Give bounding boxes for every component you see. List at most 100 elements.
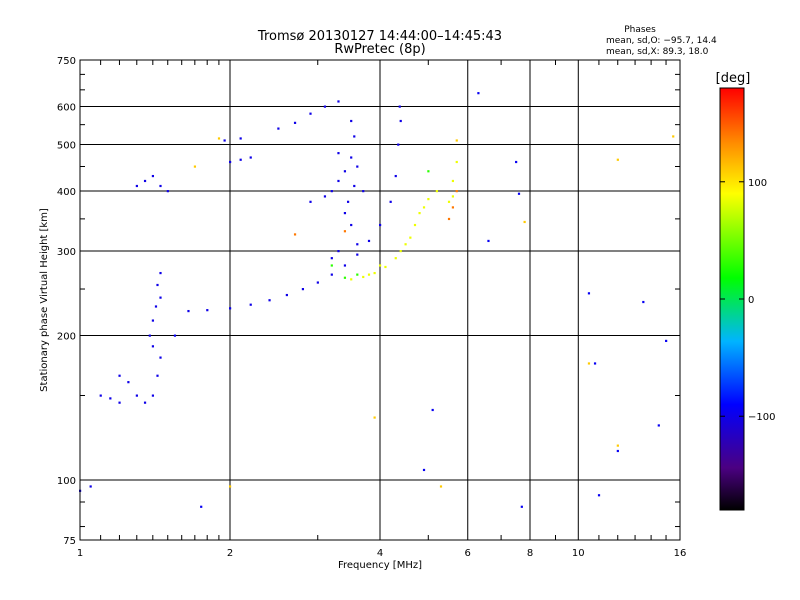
data-point (356, 165, 359, 168)
y-tick-label: 75 (63, 536, 76, 547)
data-point (159, 296, 162, 299)
data-point (597, 494, 601, 497)
data-point (187, 309, 190, 313)
data-point (293, 121, 297, 124)
data-point (143, 401, 147, 404)
y-tick-label: 500 (57, 141, 76, 152)
data-point (277, 127, 280, 130)
data-point (343, 264, 347, 267)
data-point (143, 179, 147, 183)
data-point (642, 300, 645, 304)
data-point (587, 362, 591, 365)
data-point (418, 212, 421, 215)
data-point (520, 505, 523, 508)
data-point (367, 273, 371, 276)
x-tick-label: 2 (227, 548, 233, 559)
data-point (427, 198, 430, 201)
data-point (353, 184, 356, 188)
data-point (229, 307, 232, 310)
data-point (343, 276, 347, 279)
data-point (309, 112, 312, 115)
data-point (154, 305, 158, 308)
data-point (99, 394, 102, 397)
data-point (206, 309, 209, 312)
data-point (379, 264, 382, 267)
data-point (151, 394, 155, 397)
data-point (239, 137, 242, 140)
data-point (657, 424, 660, 427)
data-point (399, 119, 402, 123)
data-points (79, 92, 675, 508)
x-tick-label: 16 (674, 548, 687, 559)
data-point (350, 223, 353, 227)
colorbar-ticks: 100 0 −100 (720, 178, 775, 423)
data-point (384, 265, 387, 269)
data-point (356, 243, 359, 246)
x-tick-label: 8 (527, 548, 533, 559)
data-point (301, 288, 305, 291)
data-point (337, 100, 340, 103)
data-point (455, 139, 458, 142)
data-point (427, 170, 430, 173)
data-point (346, 200, 350, 203)
data-point (337, 250, 340, 253)
data-point (422, 468, 426, 472)
data-point (330, 264, 333, 267)
axis-ticks: 1 2 4 6 8 10 16 75 100 200 300 400 500 600 750 (57, 56, 686, 559)
data-point (422, 206, 426, 209)
y-tick-label: 750 (57, 56, 76, 67)
data-point (523, 220, 526, 224)
data-point (309, 200, 312, 203)
data-point (337, 179, 340, 183)
data-point (353, 135, 356, 138)
data-point (323, 195, 327, 198)
data-point (285, 293, 288, 297)
data-point (249, 156, 252, 159)
data-point (404, 243, 407, 246)
data-point (200, 505, 203, 508)
colorbar-label: [deg] (716, 71, 751, 86)
data-point (316, 281, 319, 284)
data-point (616, 444, 619, 447)
data-point (455, 160, 458, 164)
data-point (350, 278, 353, 281)
data-point (394, 174, 397, 178)
data-point (239, 158, 242, 161)
data-point (439, 485, 443, 488)
data-point (399, 250, 402, 253)
data-point (362, 190, 365, 193)
data-point (373, 271, 376, 275)
data-point (229, 485, 232, 488)
data-point (343, 230, 347, 233)
y-tick-label: 200 (57, 332, 76, 343)
data-point (394, 257, 397, 260)
plot-frame (79, 59, 681, 541)
data-point (118, 401, 121, 404)
data-point (367, 239, 371, 243)
stats-heading: Phases (624, 25, 656, 35)
stats-o: mean, sd,O: −95.7, 14.4 (606, 36, 717, 46)
data-point (330, 273, 333, 276)
grid-lines (80, 60, 680, 540)
data-point (249, 303, 252, 306)
data-point (135, 394, 138, 397)
data-point (109, 397, 112, 400)
y-axis-label: Stationary phase Virtual Height [km] (39, 208, 50, 392)
x-tick-label: 1 (77, 548, 83, 559)
data-point (409, 236, 412, 239)
data-point (151, 319, 155, 322)
data-point (337, 152, 340, 155)
data-point (173, 334, 177, 337)
data-point (193, 165, 197, 168)
data-point (330, 190, 333, 193)
data-point (159, 271, 162, 275)
data-point (151, 345, 155, 348)
data-point (356, 253, 359, 256)
data-point (665, 339, 668, 343)
data-point (373, 416, 376, 419)
data-point (362, 275, 365, 279)
data-point (293, 233, 297, 236)
data-point (148, 334, 151, 337)
x-tick-label: 6 (465, 548, 471, 559)
